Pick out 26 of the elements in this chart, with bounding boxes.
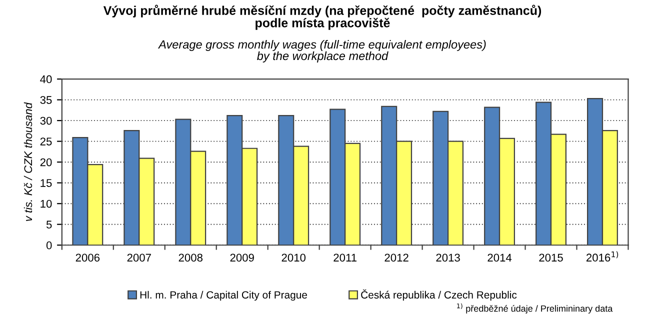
y-tick-label: 30: [40, 116, 52, 125]
y-axis-title: v tis. Kč / CZK thousand: [24, 102, 32, 222]
chart-title: Vývoj průměrné hrubé měsíční mzdy (na přepočtené počty zaměstnanců) podle místa pracoviště: [103, 4, 542, 30]
y-tick-label: 15: [40, 179, 52, 187]
y-tick-label: 25: [40, 138, 52, 146]
x-tick-label: 2009: [230, 254, 254, 262]
y-tick-label: 40: [40, 75, 52, 84]
x-tick-label: 2015: [539, 254, 563, 262]
x-tick-label: 2010: [282, 254, 306, 262]
legend-label: Česká republika / Czech Republic: [361, 289, 517, 301]
x-tick-label: 2012: [384, 254, 408, 262]
y-tick-label: 0: [46, 241, 52, 250]
x-tick-label: 2014: [488, 254, 512, 262]
x-tick-label: 2011: [334, 254, 356, 262]
x-tick-label: 2006: [76, 254, 100, 262]
text: $^{1)}$ předběžné údaje / Prelimininary data: [457, 303, 613, 314]
x-tick-label: 2013: [436, 254, 460, 262]
y-tick-label: 20: [40, 158, 52, 166]
x-tick-label: 2008: [178, 254, 203, 262]
y-tick-label: 10: [40, 200, 52, 208]
legend-label: Hl. m. Praha / Capital City of Prague: [140, 290, 307, 301]
chart-subtitle: Average gross monthly wages (full-time equivalent employees) by the workplace method: [158, 40, 486, 62]
y-tick-label: 5: [46, 220, 52, 228]
y-tick-label: 35: [40, 96, 52, 104]
x-tick-label: 2007: [127, 254, 151, 262]
x-tick-label: 2016$^{1)}$: [586, 251, 618, 262]
